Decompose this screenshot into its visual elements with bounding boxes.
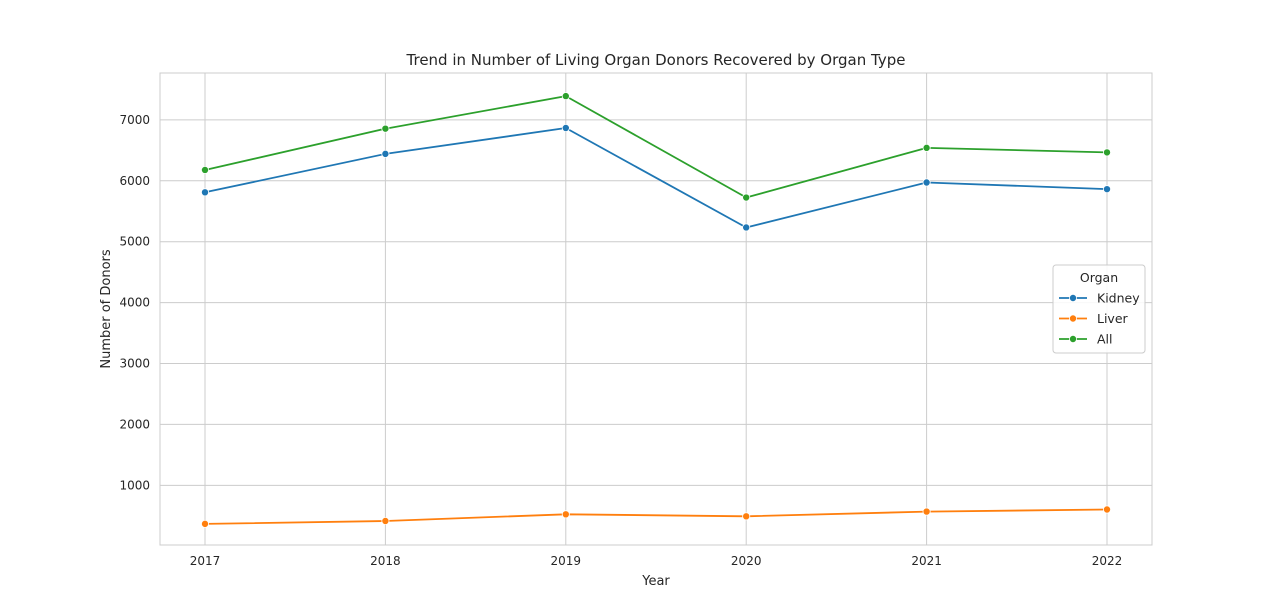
data-point-liver <box>922 507 931 516</box>
legend-marker-kidney <box>1069 293 1078 302</box>
data-point-all <box>1103 148 1112 157</box>
series-lines <box>200 92 1112 528</box>
y-axis-label: Number of Donors <box>99 249 114 369</box>
x-tick-label: 2021 <box>911 554 942 568</box>
data-point-kidney <box>561 123 570 132</box>
data-point-liver <box>381 517 390 526</box>
data-point-liver <box>200 519 209 528</box>
data-point-liver <box>1103 505 1112 514</box>
legend-items: Kidney Liver All <box>1059 291 1140 347</box>
y-tick-labels: 1000 2000 3000 4000 5000 6000 7000 <box>119 113 150 492</box>
legend-title: Organ <box>1080 270 1118 285</box>
data-point-all <box>742 193 751 202</box>
legend-marker-all <box>1069 334 1078 343</box>
data-point-kidney <box>200 188 209 197</box>
y-tick-label: 6000 <box>119 174 150 188</box>
y-tick-label: 2000 <box>119 417 150 431</box>
data-point-all <box>381 124 390 133</box>
data-point-all <box>561 92 570 101</box>
x-tick-label: 2020 <box>731 554 762 568</box>
y-tick-label: 1000 <box>119 478 150 492</box>
x-tick-label: 2018 <box>370 554 401 568</box>
data-point-kidney <box>1103 185 1112 194</box>
legend-label-all: All <box>1097 332 1113 347</box>
legend-item-liver: Liver <box>1059 311 1129 326</box>
plot-area-frame <box>159 72 1153 546</box>
data-point-kidney <box>381 149 390 158</box>
legend-item-all: All <box>1059 332 1113 347</box>
y-tick-label: 3000 <box>119 357 150 371</box>
x-axis-label: Year <box>641 574 670 589</box>
legend-label-liver: Liver <box>1097 311 1129 326</box>
x-tick-label: 2022 <box>1092 554 1123 568</box>
series-all <box>200 92 1112 202</box>
series-line-kidney <box>204 127 1108 229</box>
data-point-kidney <box>922 178 931 187</box>
series-line-liver <box>204 508 1108 525</box>
legend-item-kidney: Kidney <box>1059 291 1140 306</box>
y-tick-label: 7000 <box>119 113 150 127</box>
legend: Organ Kidney Liver All <box>1052 264 1146 354</box>
legend-marker-liver <box>1069 314 1078 323</box>
x-tick-label: 2019 <box>551 554 582 568</box>
y-tick-label: 4000 <box>119 296 150 310</box>
series-kidney <box>200 123 1112 232</box>
legend-label-kidney: Kidney <box>1097 291 1140 306</box>
legend-box <box>1052 264 1146 354</box>
data-point-all <box>200 165 209 174</box>
x-tick-labels: 2017 2018 2019 2020 2021 2022 <box>190 554 1123 568</box>
data-point-liver <box>561 510 570 519</box>
chart-title: Trend in Number of Living Organ Donors R… <box>406 51 906 69</box>
data-point-kidney <box>742 223 751 232</box>
data-point-liver <box>742 512 751 521</box>
series-liver <box>200 505 1112 528</box>
data-point-all <box>922 143 931 152</box>
x-tick-label: 2017 <box>190 554 221 568</box>
y-tick-label: 5000 <box>119 235 150 249</box>
series-line-all <box>204 95 1108 199</box>
